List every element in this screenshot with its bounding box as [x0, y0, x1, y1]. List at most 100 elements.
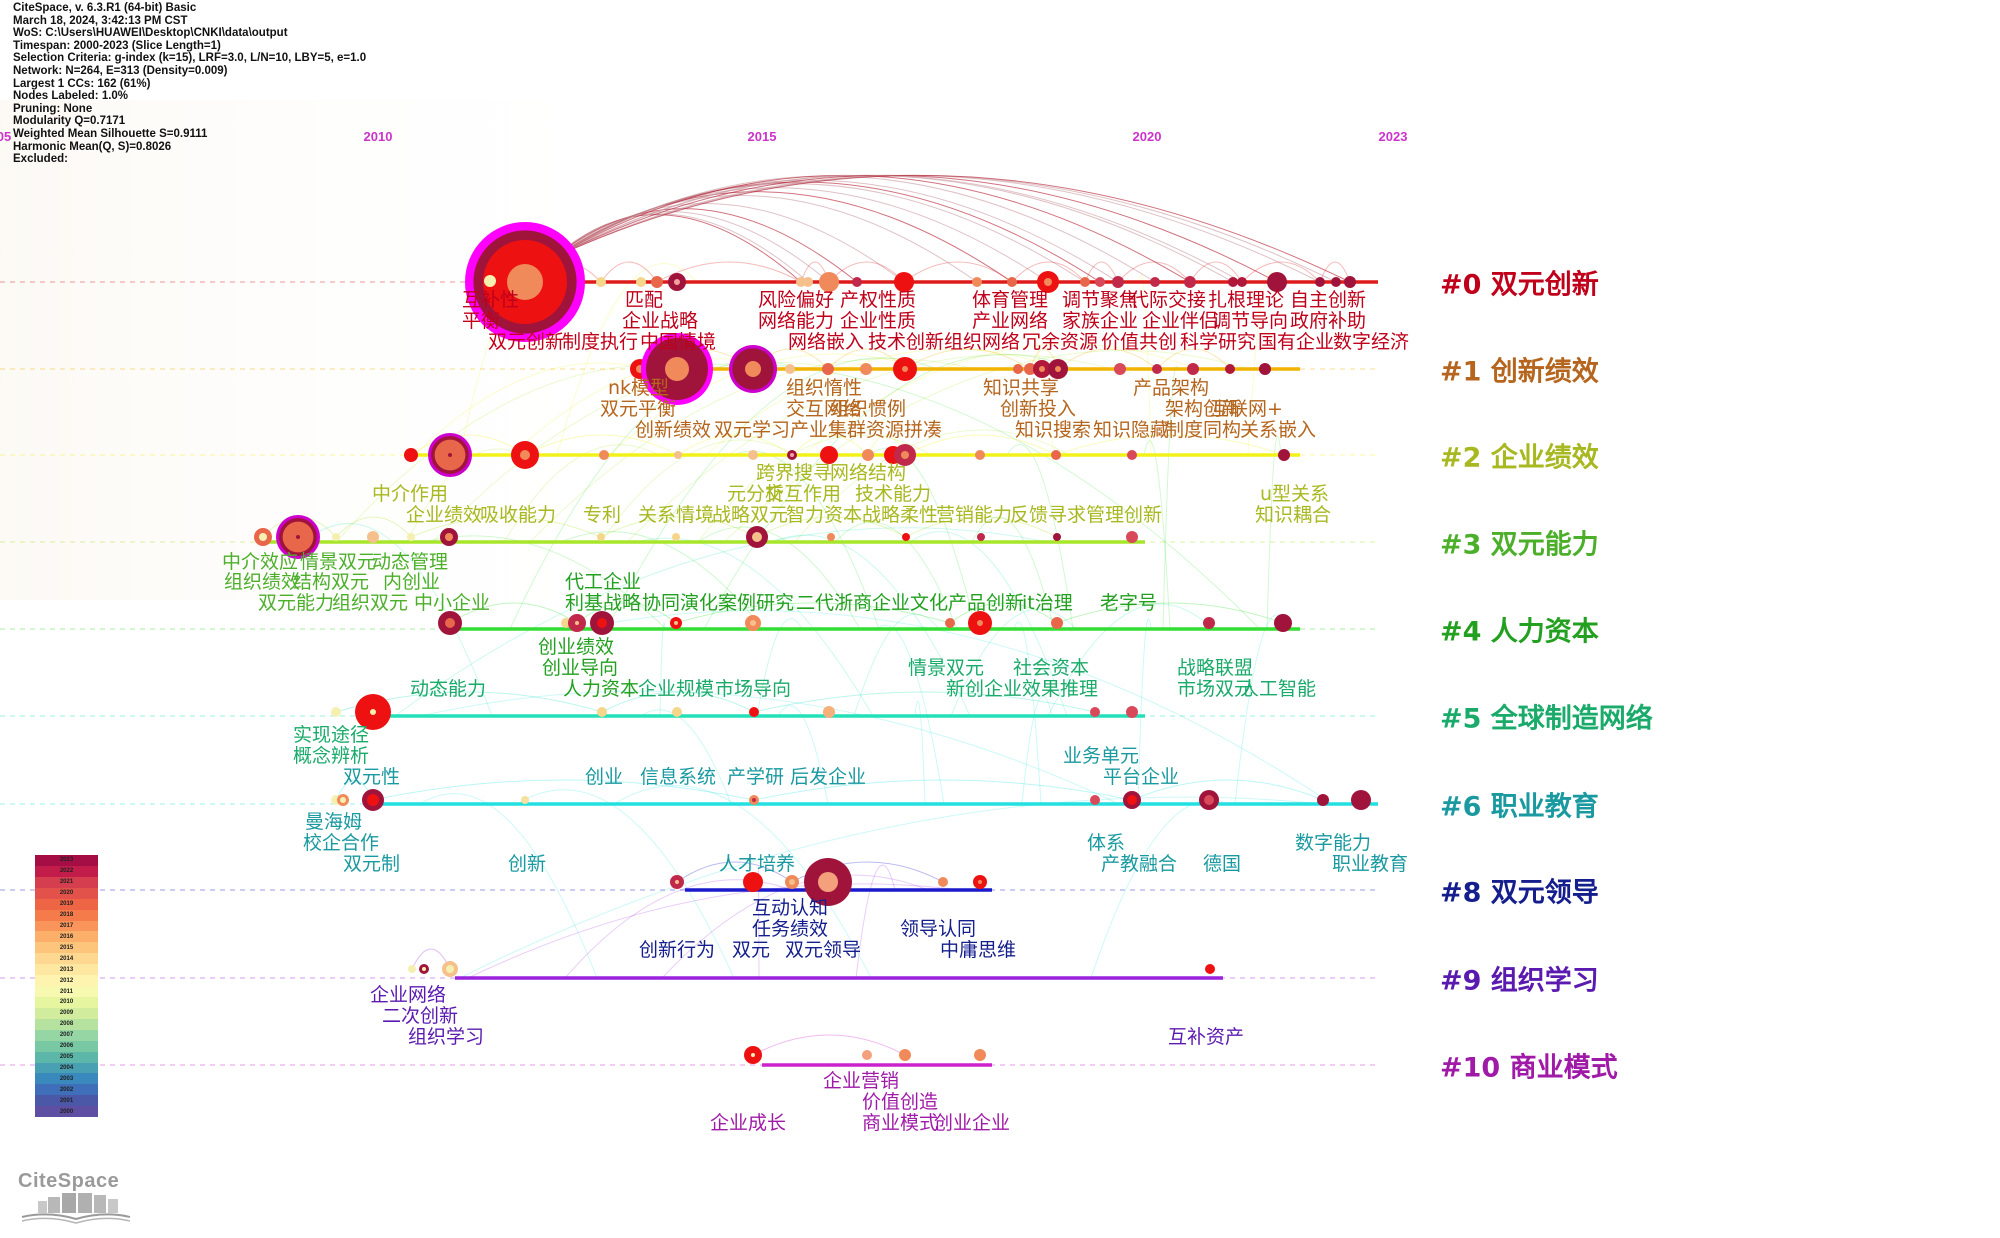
keyword-node[interactable] — [973, 875, 987, 889]
keyword-node[interactable] — [748, 450, 758, 460]
keyword-node[interactable] — [1331, 277, 1341, 287]
keyword-node[interactable] — [641, 333, 713, 405]
keyword-node[interactable] — [804, 858, 852, 906]
keyword-node[interactable] — [428, 433, 472, 477]
keyword-node[interactable] — [407, 533, 415, 541]
keyword-node[interactable] — [862, 1050, 872, 1060]
keyword-node[interactable] — [1126, 706, 1138, 718]
keyword-node[interactable] — [590, 611, 614, 635]
keyword-node[interactable] — [1351, 790, 1371, 810]
cluster-label-2[interactable]: #2 企业绩效 — [1440, 442, 1599, 474]
keyword-node[interactable] — [596, 277, 606, 287]
keyword-node[interactable] — [743, 872, 763, 892]
keyword-node[interactable] — [674, 451, 682, 459]
keyword-node[interactable] — [276, 515, 320, 559]
keyword-node[interactable] — [1278, 449, 1290, 461]
keyword-node[interactable] — [1274, 614, 1292, 632]
cluster-label-6[interactable]: #6 职业教育 — [1440, 791, 1599, 823]
keyword-node[interactable] — [968, 611, 992, 635]
keyword-node[interactable] — [672, 707, 682, 717]
keyword-node[interactable] — [1051, 450, 1061, 460]
keyword-node[interactable] — [597, 533, 605, 541]
keyword-node[interactable] — [822, 363, 834, 375]
keyword-node[interactable] — [796, 277, 806, 287]
cluster-label-4[interactable]: #4 人力资本 — [1440, 616, 1599, 648]
keyword-node[interactable] — [419, 964, 429, 974]
keyword-node[interactable] — [1228, 277, 1238, 287]
keyword-node[interactable] — [1315, 277, 1325, 287]
keyword-node[interactable] — [440, 528, 458, 546]
keyword-node[interactable] — [744, 1046, 762, 1064]
keyword-node[interactable] — [465, 222, 585, 342]
keyword-node[interactable] — [1114, 363, 1126, 375]
keyword-node[interactable] — [803, 277, 813, 287]
keyword-node[interactable] — [367, 531, 379, 543]
keyword-node[interactable] — [1007, 277, 1017, 287]
cluster-label-10[interactable]: #10 商业模式 — [1440, 1052, 1618, 1084]
keyword-node[interactable] — [823, 706, 835, 718]
keyword-node[interactable] — [945, 618, 955, 628]
keyword-node[interactable] — [862, 449, 874, 461]
keyword-node[interactable] — [1051, 617, 1063, 629]
keyword-node[interactable] — [819, 272, 839, 292]
keyword-node[interactable] — [484, 275, 496, 287]
keyword-node[interactable] — [1123, 791, 1141, 809]
keyword-node[interactable] — [521, 796, 529, 804]
keyword-node[interactable] — [852, 277, 862, 287]
keyword-node[interactable] — [749, 795, 759, 805]
keyword-node[interactable] — [893, 357, 917, 381]
keyword-node[interactable] — [894, 444, 916, 466]
keyword-node[interactable] — [1126, 531, 1138, 543]
keyword-node[interactable] — [1187, 363, 1199, 375]
keyword-node[interactable] — [785, 875, 799, 889]
keyword-node[interactable] — [820, 446, 838, 464]
keyword-node[interactable] — [568, 614, 586, 632]
keyword-node[interactable] — [1237, 277, 1247, 287]
keyword-node[interactable] — [1344, 276, 1356, 288]
keyword-node[interactable] — [1090, 707, 1100, 717]
keyword-node[interactable] — [1053, 533, 1061, 541]
keyword-node[interactable] — [1048, 359, 1068, 379]
keyword-node[interactable] — [746, 526, 768, 548]
keyword-node[interactable] — [668, 273, 686, 291]
keyword-node[interactable] — [938, 877, 948, 887]
cluster-label-0[interactable]: #0 双元创新 — [1440, 269, 1599, 301]
keyword-node[interactable] — [1033, 360, 1051, 378]
keyword-node[interactable] — [332, 533, 340, 541]
cluster-label-1[interactable]: #1 创新绩效 — [1440, 356, 1599, 388]
keyword-node[interactable] — [785, 364, 795, 374]
keyword-node[interactable] — [1024, 363, 1036, 375]
keyword-node[interactable] — [745, 615, 761, 631]
keyword-node[interactable] — [860, 363, 872, 375]
keyword-node[interactable] — [1080, 277, 1090, 287]
cluster-label-8[interactable]: #8 双元领导 — [1440, 877, 1599, 909]
keyword-node[interactable] — [1203, 617, 1215, 629]
keyword-node[interactable] — [636, 277, 646, 287]
keyword-node[interactable] — [1225, 364, 1235, 374]
keyword-node[interactable] — [1112, 276, 1124, 288]
keyword-node[interactable] — [972, 277, 982, 287]
keyword-node[interactable] — [1013, 364, 1023, 374]
keyword-node[interactable] — [408, 965, 416, 973]
cluster-label-9[interactable]: #9 组织学习 — [1440, 965, 1599, 997]
keyword-node[interactable] — [1199, 790, 1219, 810]
keyword-node[interactable] — [362, 789, 384, 811]
keyword-node[interactable] — [1127, 450, 1137, 460]
keyword-node[interactable] — [975, 450, 985, 460]
keyword-node[interactable] — [599, 450, 609, 460]
keyword-node[interactable] — [1267, 272, 1287, 292]
cluster-label-3[interactable]: #3 双元能力 — [1440, 529, 1599, 561]
keyword-node[interactable] — [1205, 964, 1215, 974]
cluster-label-5[interactable]: #5 全球制造网络 — [1440, 703, 1653, 735]
keyword-node[interactable] — [337, 794, 349, 806]
keyword-node[interactable] — [1184, 276, 1196, 288]
keyword-node[interactable] — [974, 1049, 986, 1061]
keyword-node[interactable] — [1259, 363, 1271, 375]
keyword-node[interactable] — [787, 450, 797, 460]
keyword-node[interactable] — [827, 533, 835, 541]
keyword-node[interactable] — [651, 276, 663, 288]
keyword-node[interactable] — [1150, 277, 1160, 287]
keyword-node[interactable] — [442, 961, 458, 977]
keyword-node[interactable] — [355, 694, 391, 730]
keyword-node[interactable] — [404, 448, 418, 462]
